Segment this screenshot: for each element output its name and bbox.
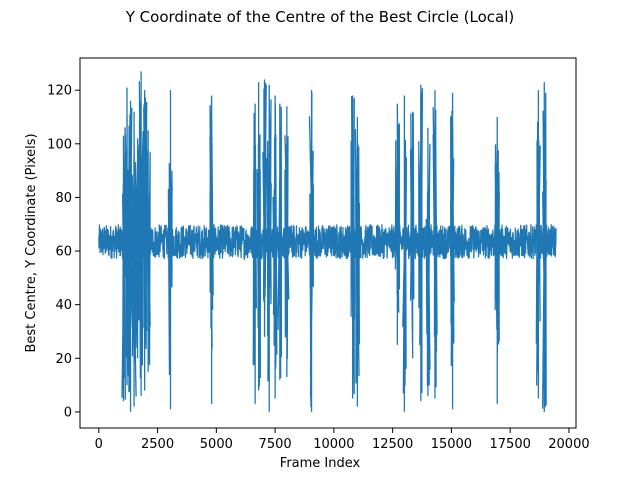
series-baseline-line	[98, 223, 557, 262]
plot-frame	[79, 57, 577, 429]
series-excursion-19	[354, 116, 361, 407]
series-excursion-22	[409, 111, 415, 359]
series-excursion-3	[131, 111, 137, 407]
series-excursion-0	[121, 135, 127, 402]
x-tick-label: 17500	[490, 437, 531, 452]
x-tick-label: 20000	[548, 437, 589, 452]
series-excursion-23	[418, 84, 424, 402]
x-tick-label: 15000	[431, 437, 472, 452]
series-excursion-29	[541, 82, 547, 412]
x-tick-label: 5000	[200, 437, 233, 452]
series-excursion-10	[252, 103, 257, 404]
y-tick-label: 0	[64, 405, 72, 420]
series-excursion-1	[124, 87, 130, 386]
series-excursion-14	[272, 95, 278, 399]
x-tick-label: 7500	[259, 437, 292, 452]
series-excursion-11	[256, 82, 262, 391]
x-tick-label: 2500	[141, 437, 174, 452]
series-excursion-7	[145, 130, 151, 372]
series-excursion-28	[535, 90, 541, 399]
series-excursion-25	[432, 90, 438, 399]
plot-area	[98, 71, 557, 412]
y-tick-label: 20	[55, 352, 72, 367]
y-axis-label: Best Centre, Y Coordinate (Pixels)	[24, 133, 39, 352]
series-excursion-12	[262, 79, 268, 337]
series-excursion-20	[394, 103, 400, 345]
series-excursion-24	[425, 127, 431, 396]
series-excursion-6	[143, 90, 148, 391]
series-excursion-9	[209, 95, 214, 404]
chart-title: Y Coordinate of the Centre of the Best C…	[125, 8, 515, 26]
series-excursion-16	[284, 106, 290, 378]
y-tick-label: 80	[55, 191, 72, 206]
series-excursion-21	[402, 95, 408, 412]
axes: 0 2500 5000 7500 10000 12500 15000 17500 20000 0 2…	[47, 57, 590, 452]
y-tick-label: 120	[47, 84, 72, 99]
series-excursion-15	[277, 103, 283, 380]
x-tick-label: 12500	[372, 437, 413, 452]
y-tick-label: 100	[47, 137, 72, 152]
series-excursion-5	[138, 71, 144, 396]
series-excursion-4	[134, 138, 141, 359]
x-tick-label: 0	[95, 437, 103, 452]
series-excursion-27	[494, 116, 500, 404]
series-excursion-18	[350, 95, 356, 399]
series-excursion-17	[308, 90, 314, 412]
series-excursion-8	[167, 90, 173, 410]
x-axis-label: Frame Index	[280, 456, 361, 471]
series-excursion-26	[450, 92, 455, 410]
y-tick-label: 60	[55, 245, 72, 260]
y-tick-label: 40	[55, 298, 72, 313]
series-excursion-2	[127, 100, 134, 412]
x-tick-label: 10000	[313, 437, 354, 452]
series-excursion-13	[266, 84, 272, 412]
